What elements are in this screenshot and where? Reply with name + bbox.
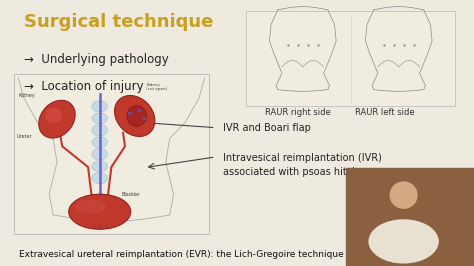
Text: →  Location of injury: → Location of injury (24, 80, 143, 93)
Ellipse shape (92, 101, 108, 112)
Ellipse shape (92, 137, 108, 148)
Ellipse shape (45, 108, 62, 123)
Text: Kidney: Kidney (18, 93, 35, 98)
Text: Ureter: Ureter (16, 134, 32, 139)
Text: Intravesical reimplantation (IVR)
associated with psoas hitch: Intravesical reimplantation (IVR) associ… (223, 153, 382, 177)
Bar (346, 168, 474, 266)
Text: RAUR right side: RAUR right side (265, 108, 330, 117)
Ellipse shape (142, 117, 146, 120)
Ellipse shape (92, 149, 108, 160)
Ellipse shape (39, 100, 75, 138)
Ellipse shape (390, 181, 418, 209)
Ellipse shape (92, 161, 108, 172)
Text: IVR and Boari flap: IVR and Boari flap (223, 123, 310, 133)
Text: →  Underlying pathology: → Underlying pathology (24, 53, 168, 66)
Ellipse shape (137, 109, 141, 112)
Text: Kidney
(cut open): Kidney (cut open) (146, 83, 168, 92)
Text: RAUR left side: RAUR left side (355, 108, 415, 117)
Ellipse shape (92, 125, 108, 136)
Ellipse shape (69, 194, 131, 229)
Ellipse shape (128, 112, 132, 115)
Ellipse shape (368, 219, 439, 264)
Bar (246, 11, 455, 106)
Text: Surgical technique: Surgical technique (24, 13, 213, 31)
Ellipse shape (92, 113, 108, 124)
Ellipse shape (127, 106, 146, 126)
Bar (14, 74, 209, 234)
Ellipse shape (75, 200, 106, 214)
Text: Extravesical ureteral reimplantation (EVR): the Lich-Gregoire technique for VUR.: Extravesical ureteral reimplantation (EV… (19, 250, 383, 259)
Text: Bladder: Bladder (121, 192, 140, 197)
Ellipse shape (92, 173, 108, 184)
Ellipse shape (115, 95, 155, 136)
